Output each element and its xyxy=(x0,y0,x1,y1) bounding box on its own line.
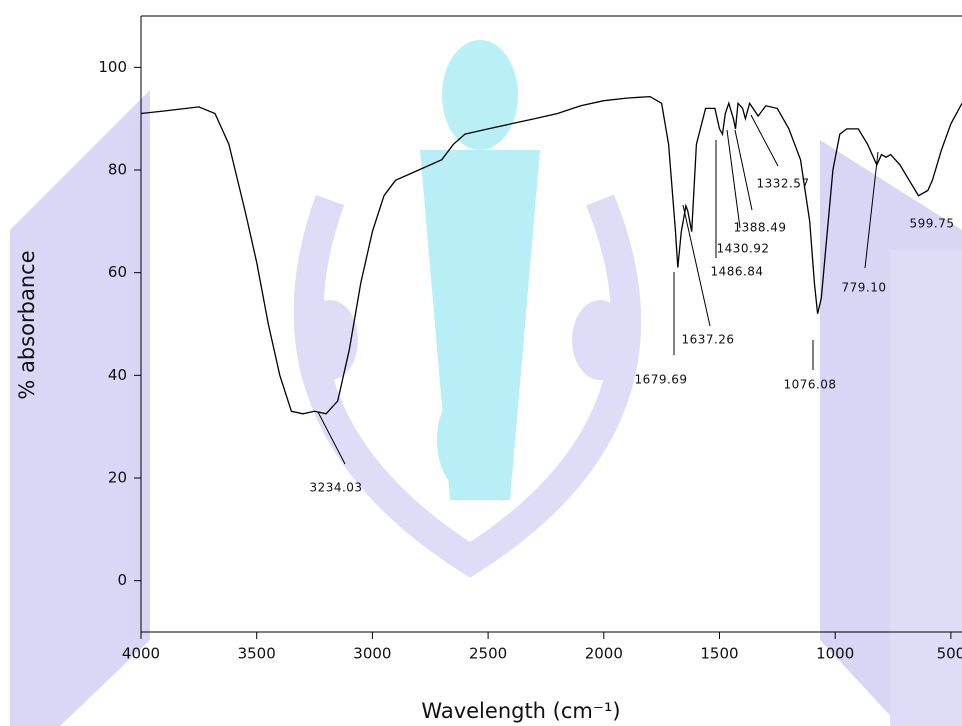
annotation-leader xyxy=(682,204,711,327)
y-tick-label: 40 xyxy=(108,366,127,384)
y-tick-label: 80 xyxy=(108,161,127,179)
y-tick-label: 100 xyxy=(98,58,127,76)
annotation: 1332.57 xyxy=(756,177,809,191)
annotation: 1076.08 xyxy=(783,378,836,392)
y-tick-label: 0 xyxy=(117,571,127,589)
spectrum-line xyxy=(140,95,962,415)
x-axis-title: Wavelength (cm⁻¹) xyxy=(421,699,620,723)
annotation-leader xyxy=(734,129,753,211)
y-axis-title: % absorbance xyxy=(15,250,39,399)
annotation-leader xyxy=(726,129,741,229)
x-tick-label: 2000 xyxy=(585,645,623,663)
annotation-leader xyxy=(317,411,346,465)
x-tick-label: 3000 xyxy=(353,645,391,663)
annotation: 1679.69 xyxy=(634,373,687,387)
annotation: 1637.26 xyxy=(681,333,734,347)
x-tick-label: 1500 xyxy=(700,645,738,663)
annotation: 599.75 xyxy=(910,217,955,231)
x-tick-label: 3500 xyxy=(238,645,276,663)
x-tick-label: 2500 xyxy=(469,645,507,663)
annotation: 1430.92 xyxy=(716,242,769,256)
annotation: 1486.84 xyxy=(710,265,763,279)
x-tick-label: 500 xyxy=(937,645,962,663)
annotation: 3234.03 xyxy=(309,481,362,495)
x-tick-label: 1000 xyxy=(816,645,854,663)
annotation-leader xyxy=(750,114,779,167)
y-tick-label: 60 xyxy=(108,263,127,281)
annotation-leader xyxy=(864,151,879,269)
x-tick-label: 4000 xyxy=(122,645,160,663)
annotation: 779.10 xyxy=(842,281,887,295)
y-tick-label: 20 xyxy=(108,469,127,487)
watermark xyxy=(10,40,962,726)
annotation: 1388.49 xyxy=(733,221,786,235)
